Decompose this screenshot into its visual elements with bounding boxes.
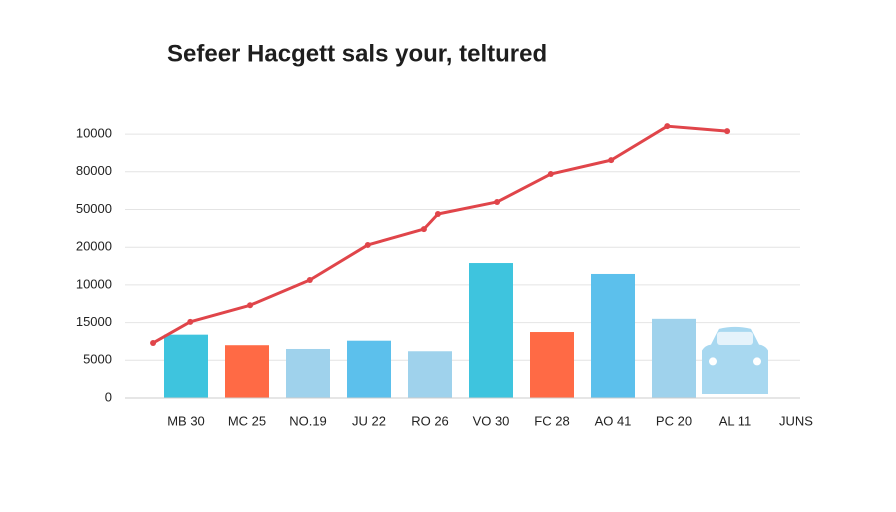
chart-title: Sefeer Hacgett sals your, teltured xyxy=(167,40,547,67)
y-tick-label: 10000 xyxy=(76,126,112,141)
y-tick-label: 0 xyxy=(105,389,112,404)
line-point xyxy=(434,211,441,218)
line-point xyxy=(306,276,313,283)
y-tick-label: 5000 xyxy=(83,352,112,367)
y-tick-label: 80000 xyxy=(76,163,112,178)
y-tick-label: 10000 xyxy=(76,276,112,291)
line-point xyxy=(364,241,371,248)
car-light xyxy=(753,357,761,366)
x-tick-label: NO.19 xyxy=(289,413,327,428)
line-point xyxy=(187,318,194,325)
line-point xyxy=(420,226,427,233)
car-light xyxy=(709,357,717,366)
x-tick-label: MC 25 xyxy=(228,413,266,428)
x-tick-label: AO 41 xyxy=(595,413,632,428)
x-tick-label: JUNS xyxy=(779,413,813,428)
bar xyxy=(225,345,269,398)
bar xyxy=(652,318,696,398)
x-tick-label: JU 22 xyxy=(352,413,386,428)
line-point xyxy=(494,198,501,205)
y-tick-label: 50000 xyxy=(76,201,112,216)
line-point xyxy=(150,339,157,346)
bar xyxy=(347,340,391,398)
bar xyxy=(591,273,635,398)
car-window xyxy=(717,331,753,346)
bar xyxy=(530,332,574,398)
bar xyxy=(469,263,513,398)
x-tick-label: RO 26 xyxy=(411,413,449,428)
x-tick-label: AL 11 xyxy=(719,413,752,428)
bar xyxy=(286,348,330,398)
line-point xyxy=(664,123,671,130)
line-point xyxy=(547,171,554,178)
x-tick-label: PC 20 xyxy=(656,413,692,428)
line-point xyxy=(608,157,615,164)
y-tick-label: 20000 xyxy=(76,239,112,254)
x-tick-label: FC 28 xyxy=(534,413,569,428)
x-tick-label: VO 30 xyxy=(473,413,510,428)
x-tick-label: MB 30 xyxy=(167,413,205,428)
car-bar xyxy=(702,326,768,394)
line xyxy=(152,124,728,345)
bar xyxy=(164,334,208,398)
line-point xyxy=(724,128,731,135)
bar xyxy=(408,351,452,398)
y-tick-label: 15000 xyxy=(76,314,112,329)
line-point xyxy=(247,302,254,309)
